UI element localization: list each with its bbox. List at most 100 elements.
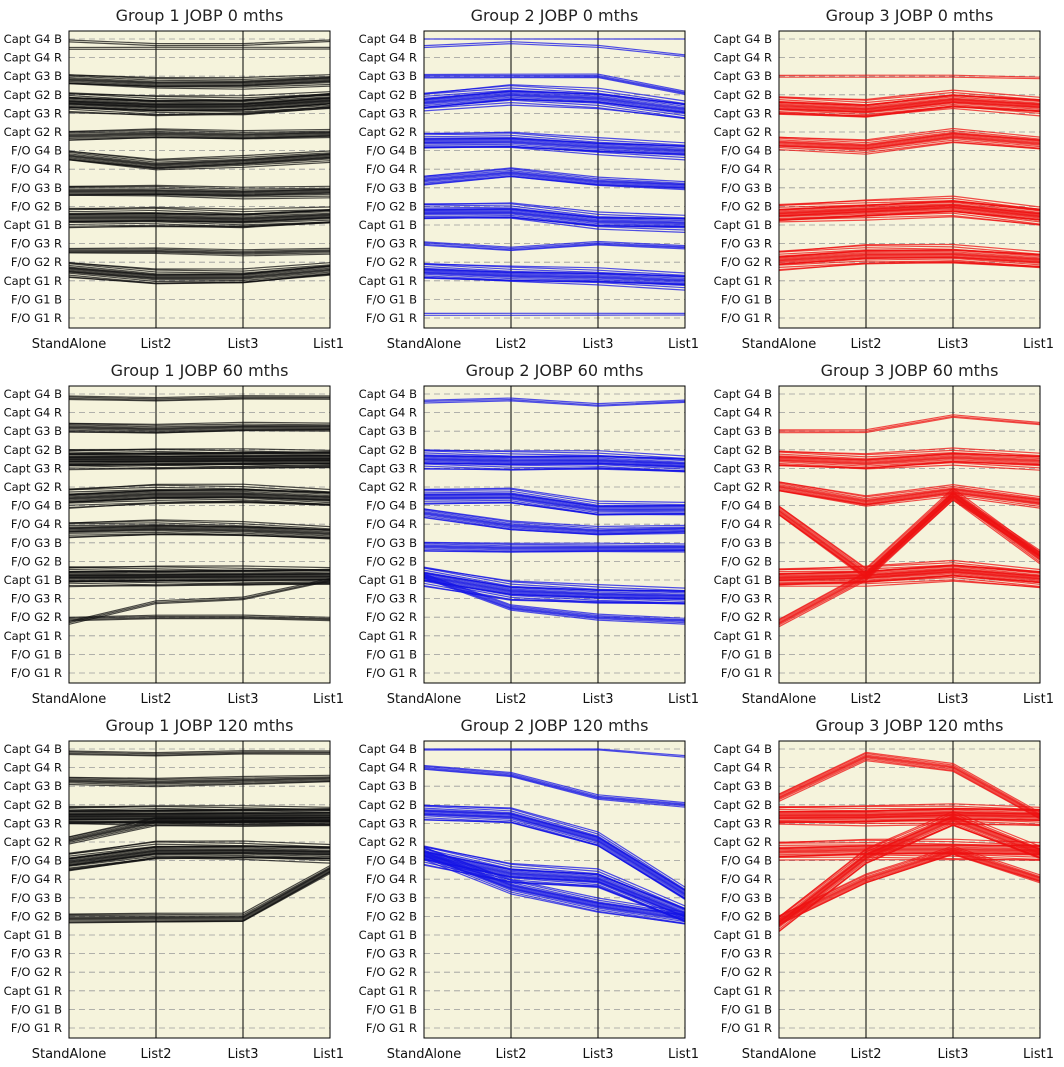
- y-tick-label: F/O G3 B: [721, 181, 772, 195]
- series-line: [423, 93, 686, 110]
- x-tick-label: List2: [851, 1047, 882, 1062]
- series-line: [68, 777, 331, 782]
- y-tick-label: Capt G2 R: [4, 480, 62, 494]
- y-tick-label: F/O G3 B: [721, 891, 772, 905]
- series-line: [68, 79, 331, 85]
- series-line: [68, 464, 331, 471]
- series-line: [423, 138, 686, 151]
- y-tick-label: Capt G1 B: [4, 928, 62, 942]
- series-line: [68, 207, 331, 213]
- x-tick-label: StandAlone: [32, 1047, 107, 1062]
- y-tick-label: F/O G4 B: [11, 144, 62, 158]
- series-line: [778, 99, 1041, 111]
- y-tick-label: F/O G1 B: [721, 1002, 772, 1016]
- series-line: [778, 755, 1041, 817]
- y-tick-label: Capt G1 B: [714, 218, 772, 232]
- x-tick-label: List2: [141, 1047, 172, 1062]
- series-line: [778, 846, 1041, 850]
- series-line: [68, 212, 331, 217]
- y-tick-label: Capt G1 R: [4, 984, 62, 998]
- chart-panel: Capt G4 B Capt G4 R Capt G3 B Capt G2 B Capt…: [359, 361, 699, 707]
- series-line: [69, 185, 331, 190]
- y-tick-label: F/O G3 B: [366, 181, 417, 195]
- series-line: [778, 562, 1041, 573]
- y-tick-label: Capt G2 R: [714, 125, 772, 139]
- series-line: [68, 427, 331, 431]
- series-line: [68, 422, 331, 426]
- chart-panel: Capt G4 B Capt G4 R Capt G3 B Capt G2 B Capt…: [4, 6, 344, 352]
- series-line: [423, 575, 686, 597]
- series-line: [68, 136, 331, 141]
- series-line: [778, 208, 1041, 220]
- series-line: [423, 845, 686, 909]
- series-line: [423, 141, 686, 153]
- series-line: [68, 823, 331, 845]
- y-tick-label: F/O G4 B: [721, 499, 772, 513]
- series-line: [778, 107, 1041, 117]
- y-tick-label: F/O G4 B: [366, 499, 417, 513]
- x-tick-label: List3: [583, 1047, 614, 1062]
- series-line: [423, 270, 686, 282]
- x-tick-label: List2: [851, 337, 882, 352]
- series-line: [68, 249, 331, 254]
- series-line: [68, 750, 331, 754]
- y-tick-label: Capt G3 R: [714, 106, 772, 120]
- plot-frame: [423, 385, 686, 684]
- series-line: [423, 41, 686, 56]
- x-tick-label: StandAlone: [387, 1047, 462, 1062]
- plot-frame: [68, 30, 331, 329]
- series-line: [423, 541, 686, 545]
- series-line: [423, 855, 686, 924]
- series-line: [68, 82, 331, 88]
- y-tick-label: F/O G3 B: [11, 891, 62, 905]
- y-tick-label: Capt G4 B: [359, 387, 417, 401]
- series-line: [778, 818, 1041, 924]
- series-line: [68, 615, 331, 620]
- y-tick-label: F/O G3 R: [11, 947, 62, 961]
- series-line: [779, 580, 1041, 588]
- series-line: [778, 134, 1041, 148]
- x-tick-label: StandAlone: [32, 337, 107, 352]
- series-line: [68, 841, 331, 854]
- y-tick-label: F/O G1 B: [11, 1002, 62, 1016]
- series-line: [423, 550, 686, 553]
- y-tick-label: F/O G2 B: [366, 909, 417, 923]
- x-tick-label: StandAlone: [387, 692, 462, 707]
- series-group: [68, 39, 331, 285]
- series-line: [778, 850, 1041, 921]
- y-tick-label: Capt G2 B: [714, 443, 772, 457]
- series-line: [779, 415, 1041, 432]
- y-tick-label: F/O G4 R: [11, 872, 62, 886]
- x-tick-label: StandAlone: [387, 337, 462, 352]
- series-line: [778, 135, 1041, 149]
- y-tick-label: Capt G3 B: [359, 779, 417, 793]
- series-line: [69, 461, 331, 464]
- series-line: [423, 84, 686, 105]
- series-line: [423, 576, 686, 622]
- series-line: [68, 268, 331, 278]
- y-tick-label: Capt G4 R: [359, 51, 417, 65]
- series-line: [68, 578, 331, 623]
- chart-title: Group 2 JOBP 120 mths: [460, 716, 648, 735]
- series-line: [423, 577, 686, 625]
- series-line: [423, 768, 686, 808]
- series-line: [778, 490, 1041, 509]
- series-line: [778, 137, 1041, 150]
- series-line: [778, 141, 1041, 155]
- series-line: [69, 215, 331, 221]
- x-tick-label: List2: [851, 692, 882, 707]
- series-group: [778, 414, 1041, 628]
- series-line: [423, 545, 686, 549]
- series-line: [68, 40, 331, 47]
- x-tick-label: List2: [141, 337, 172, 352]
- y-tick-label: F/O G1 B: [366, 1002, 417, 1016]
- series-line: [778, 96, 1041, 107]
- y-tick-label: Capt G3 B: [714, 779, 772, 793]
- series-line: [778, 847, 1041, 917]
- y-tick-label: Capt G2 B: [359, 443, 417, 457]
- series-line: [778, 822, 1041, 927]
- series-line: [778, 255, 1041, 263]
- series-line: [423, 512, 686, 533]
- series-line: [778, 752, 1041, 815]
- series-line: [423, 566, 686, 592]
